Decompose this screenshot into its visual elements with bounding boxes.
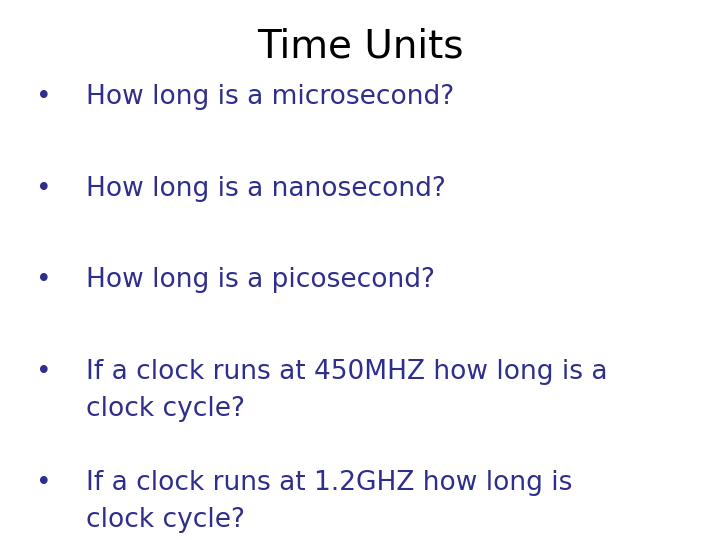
Text: clock cycle?: clock cycle? (86, 507, 246, 532)
Text: •: • (36, 470, 52, 496)
Text: •: • (36, 84, 52, 110)
Text: •: • (36, 267, 52, 293)
Text: How long is a microsecond?: How long is a microsecond? (86, 84, 454, 110)
Text: If a clock runs at 1.2GHZ how long is: If a clock runs at 1.2GHZ how long is (86, 470, 573, 496)
Text: How long is a nanosecond?: How long is a nanosecond? (86, 176, 446, 201)
Text: clock cycle?: clock cycle? (86, 396, 246, 422)
Text: •: • (36, 359, 52, 385)
Text: If a clock runs at 450MHZ how long is a: If a clock runs at 450MHZ how long is a (86, 359, 608, 385)
Text: •: • (36, 176, 52, 201)
Text: How long is a picosecond?: How long is a picosecond? (86, 267, 436, 293)
Text: Time Units: Time Units (257, 27, 463, 65)
